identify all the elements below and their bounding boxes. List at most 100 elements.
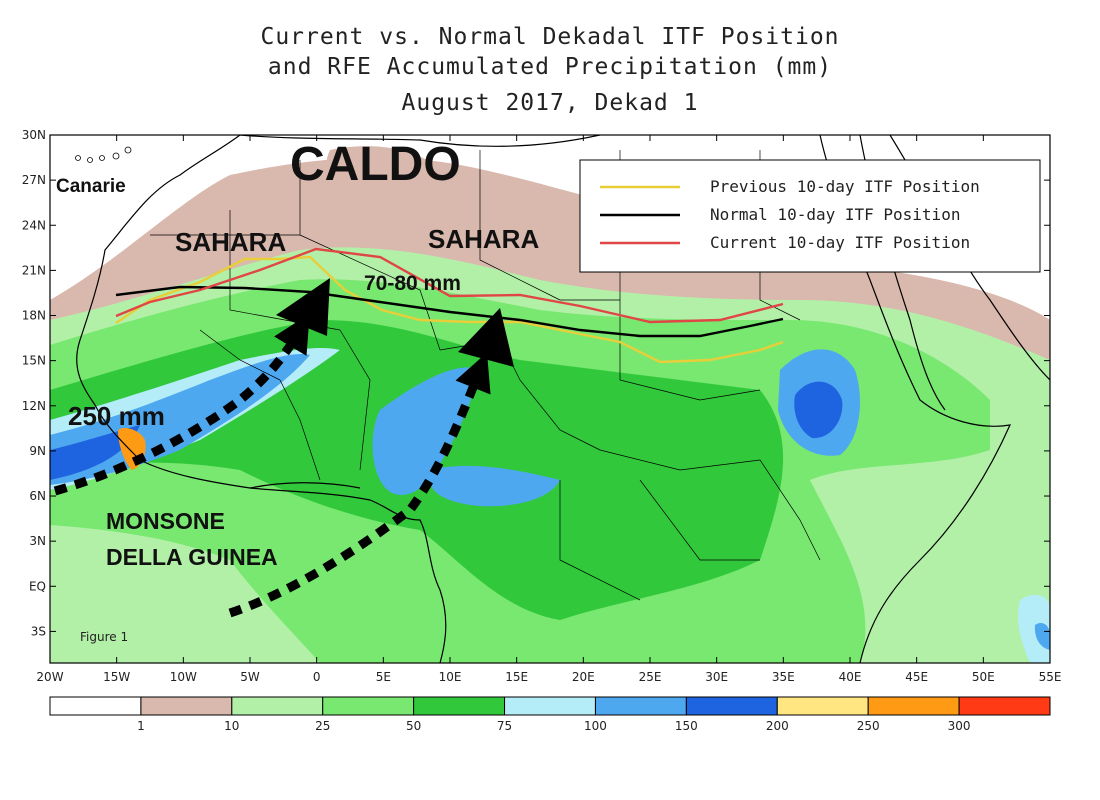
lon-tick-label: 35E (772, 670, 795, 684)
lon-tick-label: 5E (376, 670, 391, 684)
border-line (479, 150, 561, 301)
monsoon-arrow-east (228, 352, 491, 618)
longitude-axis: 20W 15W 10W 5W 0 5E 10E 15E 20E 25E 30E 35E 40E 45E 50… (36, 135, 1061, 684)
border-line (619, 379, 761, 401)
lon-tick-label: 10W (170, 670, 197, 684)
chart-title-date: August 2017, Dekad 1 (401, 90, 699, 116)
colorbar-label: 25 (315, 719, 330, 733)
annotation-monsoon-line-2: DELLA GUINEA (106, 544, 278, 570)
chart-title-line-2: and RFE Accumulated Precipitation (mm) (267, 54, 833, 80)
border-line (519, 379, 601, 451)
monsoon-arrows (53, 313, 491, 618)
rain-band-blue-cameroon (429, 465, 560, 507)
precipitation-field (50, 146, 1050, 663)
annotation-monsoon-line-1: MONSONE (106, 508, 225, 534)
lon-tick-label: 55E (1039, 670, 1062, 684)
itf-lines (115, 247, 784, 364)
legend-label-previous: Previous 10-day ITF Position (710, 177, 980, 196)
lat-tick-label: EQ (29, 579, 46, 593)
arrow-head-east (458, 308, 514, 367)
lon-tick-label: 5W (240, 670, 260, 684)
lon-tick-label: 10E (439, 670, 462, 684)
lon-tick-label: 50E (972, 670, 995, 684)
colorbar-swatch (49, 696, 142, 716)
lat-tick-label: 6N (29, 489, 46, 503)
lat-tick-label: 3N (29, 534, 46, 548)
itf-legend: Previous 10-day ITF Position Normal 10-d… (579, 159, 1041, 273)
colorbar-label: 50 (406, 719, 421, 733)
lat-tick-label: 15N (22, 354, 46, 368)
lat-tick-label: 30N (22, 128, 46, 142)
lon-tick-label: 15W (103, 670, 130, 684)
rain-band-light-north (326, 146, 450, 207)
border-line (559, 480, 641, 601)
colorbar-swatch (140, 696, 233, 716)
latitude-axis: 30N 27N 24N 21N 18N 15N 12N 9N 6N 3N EQ 3S (22, 128, 1050, 638)
border-line (199, 329, 281, 381)
lon-tick-label: 0 (313, 670, 321, 684)
lat-tick-label: 24N (22, 218, 46, 232)
lat-tick-label: 3S (31, 624, 46, 638)
legend-label-normal: Normal 10-day ITF Position (710, 205, 960, 224)
colorbar-swatch (958, 696, 1051, 716)
annotation-rain-west: 250 mm (68, 401, 165, 431)
colorbar-label: 10 (224, 719, 239, 733)
lon-tick-label: 30E (705, 670, 728, 684)
gulf-of-guinea-coast (249, 482, 361, 489)
precipitation-colorbar: 1 10 25 50 75 100 150 200 250 300 (49, 696, 1051, 733)
lon-tick-label: 45E (905, 670, 928, 684)
rain-band-dark-blue (50, 425, 140, 480)
canary-islands (75, 146, 132, 163)
colorbar-label: 75 (497, 719, 512, 733)
map-frame (49, 134, 1051, 664)
lat-tick-label: 18N (22, 309, 46, 323)
rain-band-dark-blue-ethiopia (794, 381, 843, 439)
lon-tick-label: 20E (572, 670, 595, 684)
border-line (279, 379, 321, 481)
lat-tick-label: 12N (22, 399, 46, 413)
lon-tick-label: 25E (639, 670, 662, 684)
figure-label: Figure 1 (80, 630, 128, 644)
lon-tick-label: 40E (839, 670, 862, 684)
monsoon-arrow-west (53, 313, 310, 496)
border-line (759, 459, 821, 561)
rain-band-blue-nigeria (372, 367, 480, 495)
lon-tick-label: 15E (505, 670, 528, 684)
legend-label-current: Current 10-day ITF Position (710, 233, 970, 252)
mediterranean-coast (239, 135, 601, 147)
itf-normal-line (115, 285, 784, 338)
lat-tick-label: 9N (29, 444, 46, 458)
border-line (339, 329, 371, 471)
colorbar-swatch (685, 696, 778, 716)
colorbar-label: 150 (675, 719, 698, 733)
lon-tick-label: 20W (36, 670, 63, 684)
border-line (299, 234, 441, 351)
colorbar-label: 250 (857, 719, 880, 733)
annotation-caldo: CALDO (290, 138, 461, 191)
colorbar-label: 100 (584, 719, 607, 733)
colorbar-swatch (776, 696, 869, 716)
arrow-head-west (276, 278, 330, 336)
colorbar-swatch (504, 696, 596, 716)
colorbar-swatch (594, 696, 687, 716)
annotation-sahara-east: SAHARA (428, 224, 539, 254)
arrow-heads (276, 278, 514, 367)
lat-tick-label: 21N (22, 263, 46, 277)
annotation-sahara-west: SAHARA (175, 227, 286, 257)
annotation-rain-east: 70-80 mm (364, 272, 461, 295)
itf-current-line (115, 247, 784, 324)
border-line (639, 479, 760, 561)
colorbar-label: 200 (766, 719, 789, 733)
colorbar-swatch (322, 696, 415, 716)
colorbar-swatch (413, 696, 506, 716)
annotation-canarie: Canarie (56, 176, 126, 197)
colorbar-swatch (867, 696, 960, 716)
lat-tick-label: 27N (22, 173, 46, 187)
colorbar-label: 300 (948, 719, 971, 733)
itf-previous-line (115, 255, 784, 364)
chart-title-line-1: Current vs. Normal Dekadal ITF Position (260, 24, 840, 50)
colorbar-label: 1 (137, 719, 145, 733)
border-line (599, 449, 761, 471)
colorbar-swatch (231, 696, 324, 716)
